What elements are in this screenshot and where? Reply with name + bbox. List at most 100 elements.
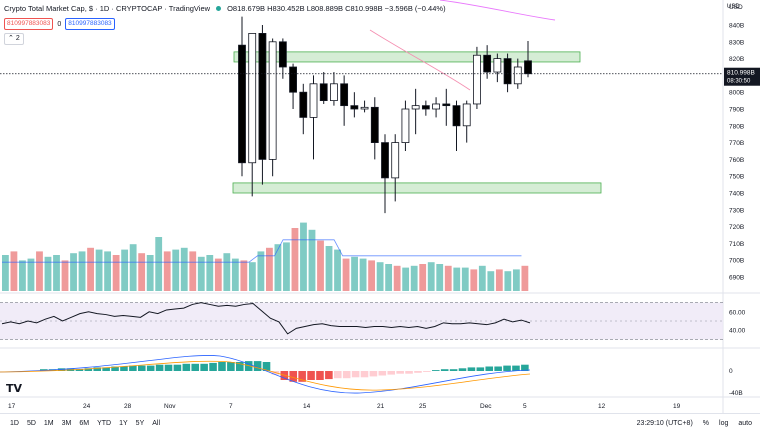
volume-bar [78, 251, 86, 291]
price-tick-label: 840B [729, 23, 744, 30]
timeframe-1y[interactable]: 1Y [119, 420, 128, 427]
volume-bar [138, 253, 146, 291]
candle-up [513, 66, 522, 85]
volume-bar [461, 267, 469, 291]
tradingview-logo-icon: TV [6, 382, 23, 395]
volume-bar [436, 264, 444, 291]
price-tick-label: 790B [729, 107, 744, 114]
timeframe-5d[interactable]: 5D [26, 420, 36, 427]
timeframe-1d[interactable]: 1D [10, 420, 19, 427]
candle-up [401, 108, 410, 143]
candle-down [340, 83, 349, 107]
price-tick-label: 760B [729, 157, 744, 164]
volume-bar [470, 269, 478, 291]
volume-bar [36, 251, 43, 291]
volume-bar [487, 271, 495, 291]
macd-histogram-bar [440, 369, 449, 371]
currency-label[interactable]: USD [727, 4, 740, 10]
volume-bar [214, 258, 222, 291]
candle-down [350, 105, 359, 110]
volume-bar [95, 249, 103, 291]
price-ma-line [369, 29, 471, 91]
macd-histogram-bar [414, 371, 422, 373]
macd-histogram-bar [307, 371, 315, 380]
clock-display[interactable]: 23:29:10 (UTC+8) [636, 420, 693, 427]
price-tick-label: 740B [729, 191, 744, 198]
volume-bar [197, 256, 205, 291]
timeframe-all[interactable]: All [152, 420, 161, 427]
candle-up [432, 103, 440, 110]
percent-toggle[interactable]: % [702, 420, 710, 427]
macd-histogram-bar [476, 367, 485, 371]
auto-toggle[interactable]: auto [738, 420, 752, 427]
volume-bar [368, 260, 376, 291]
macd-histogram-bar [396, 371, 404, 374]
rsi-tick-label: 40.00 [729, 328, 746, 335]
sell-price-button[interactable]: 810997883083 [4, 18, 54, 30]
price-tick-label: 800B [729, 90, 744, 97]
volume-bar [342, 258, 350, 291]
price-tick-label: 690B [729, 275, 744, 282]
macd-histogram-bar [120, 366, 128, 371]
volume-bar [351, 256, 358, 291]
macd-histogram-bar [325, 371, 333, 380]
volume-bar [240, 260, 248, 291]
volume-bar [359, 258, 367, 291]
volume-bar [44, 256, 52, 291]
time-tick-label: 7 [229, 403, 233, 410]
volume-bar [402, 267, 410, 291]
volume-bar [53, 255, 60, 291]
log-toggle[interactable]: log [719, 420, 729, 427]
candle-up [411, 105, 420, 110]
timeframe-6m[interactable]: 6M [79, 420, 90, 427]
macd-signal-line [0, 360, 531, 391]
candle-down [524, 60, 532, 75]
time-tick-label: 17 [8, 403, 16, 410]
timeframe-selector: 1D 5D 1M 3M 6M YTD 1Y 5Y All [10, 420, 160, 427]
volume-bar [10, 251, 18, 291]
macd-histogram-bar [405, 371, 413, 374]
volume-bar [419, 264, 427, 291]
volume-bar [61, 260, 69, 291]
volume-bar [155, 237, 163, 291]
time-tick-label: 14 [303, 403, 311, 410]
time-tick-label: 19 [673, 403, 681, 410]
volume-bar [453, 267, 461, 291]
price-tick-label: 770B [729, 140, 744, 147]
indicator-toggle[interactable]: ⌃ 2 [4, 33, 24, 45]
trade-row: 810997883083 0 810997883083 [4, 18, 115, 30]
bottom-right-controls: 23:29:10 (UTC+8) % log auto [637, 420, 752, 427]
timeframe-5y[interactable]: 5Y [135, 420, 145, 427]
countdown-label: 08:30:50 [727, 79, 751, 85]
currency-axis-label: USD [729, 4, 743, 11]
candle-up [462, 103, 471, 127]
volume-bar [274, 244, 282, 291]
price-tick-label: 820B [729, 56, 744, 63]
candle-up [391, 142, 400, 179]
current-price-badge [724, 67, 760, 86]
macd-histogram-bar [334, 371, 342, 379]
macd-histogram-bar [485, 366, 494, 371]
bottom-toolbar: 1D 5D 1M 3M 6M YTD 1Y 5Y All 23:29:10 (UTC+8) % … [0, 413, 760, 434]
price-ma-line-2 [439, 0, 556, 21]
spread-value: 0 [57, 20, 62, 28]
macd-histogram-bar [494, 366, 502, 371]
price-tick-label: 700B [729, 258, 744, 265]
buy-price-button[interactable]: 810997883083 [65, 18, 115, 30]
macd-histogram-bar [209, 362, 217, 371]
macd-histogram-bar [458, 368, 467, 371]
macd-histogram-bar [84, 368, 93, 371]
macd-histogram-bar [102, 367, 110, 371]
volume-bar [223, 253, 231, 291]
candle-down [381, 142, 389, 179]
volume-bar [283, 242, 290, 291]
candle-up [309, 83, 318, 118]
volume-bar [70, 253, 77, 291]
timeframe-ytd[interactable]: YTD [97, 420, 112, 427]
macd-histogram-bar [200, 363, 208, 371]
timeframe-1m[interactable]: 1M [43, 420, 54, 427]
candle-up [493, 58, 502, 73]
timeframe-3m[interactable]: 3M [61, 420, 72, 427]
time-tick-label: 5 [523, 403, 527, 410]
